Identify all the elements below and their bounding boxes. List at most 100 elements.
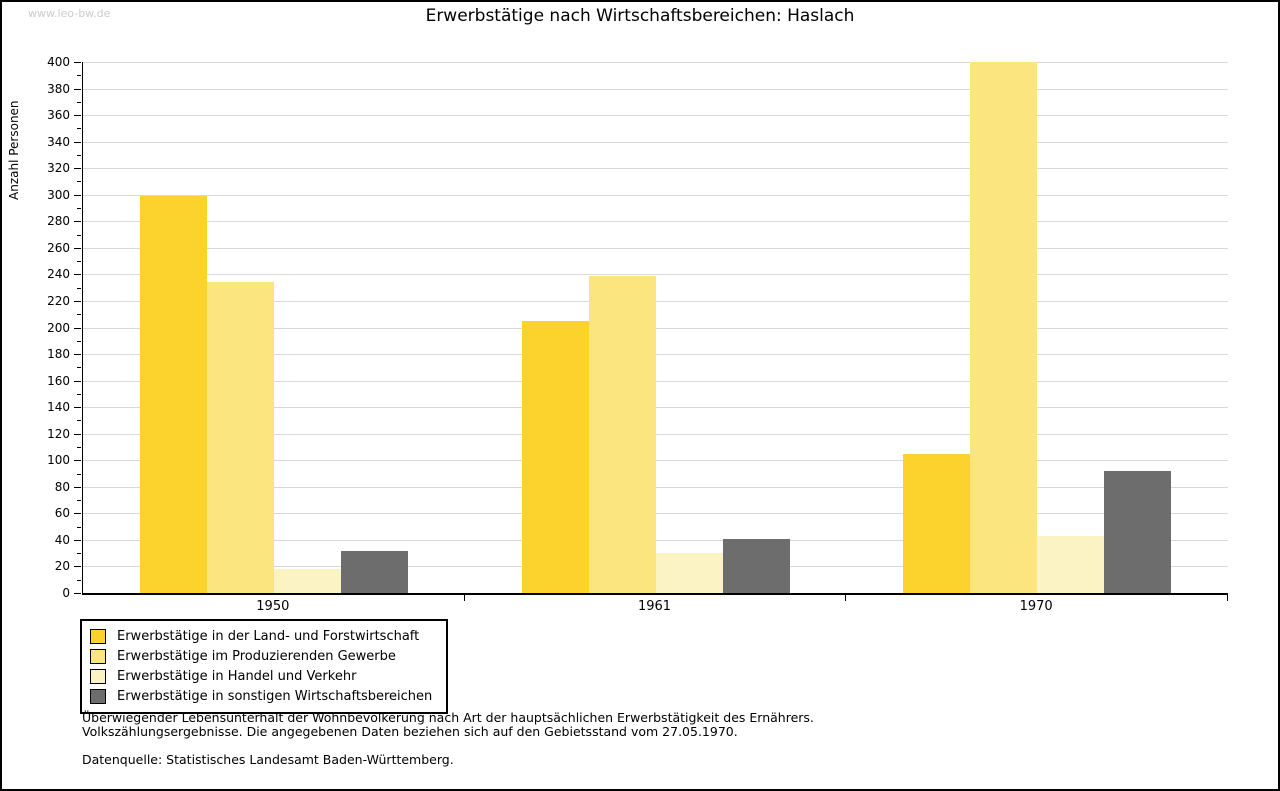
gridline [83,88,1228,90]
y-tick-label: 60 [54,506,70,521]
y-tick-minor [77,287,81,289]
y-tick-label: 200 [47,320,70,335]
y-tick-major [74,141,81,143]
gridline [83,354,1228,356]
y-tick-minor [77,154,81,156]
y-tick-minor [77,208,81,210]
bar-1950-s3 [273,569,341,593]
gridline [83,539,1228,541]
legend-item: Erwerbstätige in Handel und Verkehr [90,666,438,686]
y-tick-major [74,460,81,462]
legend-swatch [90,668,106,684]
y-axis-title: Anzahl Personen [7,100,21,200]
bar-1970-s1 [903,453,971,593]
gridline [83,513,1228,515]
footnote-source: Datenquelle: Statistisches Landesamt Bad… [82,752,454,767]
y-tick-label: 100 [47,453,70,468]
gridline [83,62,1228,63]
y-tick-minor [77,128,81,130]
gridline [83,460,1228,462]
x-category-label: 1961 [637,599,672,614]
footnote: Überwiegender Lebensunterhalt der Wohnbe… [82,711,814,767]
y-tick-major [74,168,81,170]
x-tick [463,595,465,601]
footnote-line-2: Volkszählungsergebnisse. Die angegebenen… [82,724,738,739]
bar-1950-s2 [206,282,274,593]
y-tick-minor [77,446,81,448]
y-tick-minor [77,553,81,555]
x-tick [1227,595,1228,601]
gridline [83,407,1228,409]
y-tick-label: 240 [47,267,70,282]
bar-1950-s1 [139,196,207,593]
y-tick-label: 340 [47,134,70,149]
gridline [83,194,1228,196]
x-category-label: 1950 [256,599,290,614]
bar-1961-s2 [588,275,656,593]
gridline [83,221,1228,223]
legend-label: Erwerbstätige im Produzierenden Gewerbe [117,648,396,664]
y-tick-label: 280 [47,214,70,229]
gridline [83,486,1228,488]
y-tick-major [74,513,81,515]
y-tick-label: 380 [47,81,70,96]
legend-label: Erwerbstätige in sonstigen Wirtschaftsbe… [117,688,433,704]
bar-1961-s3 [655,553,723,593]
bar-1950-s4 [340,550,408,593]
gridline [83,433,1228,435]
y-tick-label: 400 [47,55,70,69]
legend-swatch [90,648,106,664]
legend-swatch [90,688,106,704]
y-tick-major [74,354,81,356]
y-tick-label: 160 [47,373,70,388]
y-tick-major [74,433,81,435]
y-tick-minor [77,393,81,395]
y-tick-major [74,274,81,276]
y-tick-major [74,380,81,382]
legend-item: Erwerbstätige im Produzierenden Gewerbe [90,646,438,666]
y-tick-minor [77,367,81,369]
y-tick-major [74,300,81,302]
y-tick-minor [77,314,81,316]
footnote-line-1: Überwiegender Lebensunterhalt der Wohnbe… [82,710,814,725]
y-tick-minor [77,234,81,236]
gridline [83,247,1228,249]
gridline [83,327,1228,329]
y-tick-label: 220 [47,293,70,308]
legend-item: Erwerbstätige in der Land- und Forstwirt… [90,626,438,646]
legend-item: Erwerbstätige in sonstigen Wirtschaftsbe… [90,686,438,706]
gridline [83,168,1228,170]
y-tick-label: 40 [54,532,70,547]
gridline [83,274,1228,276]
x-tick [845,595,847,601]
y-tick-major [74,486,81,488]
y-tick-label: 300 [47,187,70,202]
y-tick-label: 360 [47,108,70,123]
y-tick-major [74,566,81,568]
y-tick-major [74,88,81,90]
bar-1961-s4 [722,538,790,593]
y-tick-major [74,327,81,329]
y-tick-major [74,247,81,249]
watermark: www.leo-bw.de [28,7,111,20]
plot-area [82,62,1228,595]
gridline [83,141,1228,143]
legend-label: Erwerbstätige in Handel und Verkehr [117,668,357,684]
y-tick-label: 180 [47,347,70,362]
y-tick-label: 20 [54,559,70,574]
bar-1970-s4 [1104,470,1172,593]
y-tick-major [74,62,81,63]
y-tick-label: 140 [47,400,70,415]
y-tick-minor [77,420,81,422]
y-tick-label: 120 [47,426,70,441]
y-tick-major [74,539,81,541]
y-tick-major [74,115,81,117]
y-tick-label: 0 [62,586,70,600]
y-tick-minor [77,261,81,263]
y-tick-minor [77,101,81,103]
y-tick-minor [77,181,81,183]
legend: Erwerbstätige in der Land- und Forstwirt… [80,619,448,714]
bar-1970-s3 [1037,535,1105,593]
bar-1961-s1 [521,320,589,593]
